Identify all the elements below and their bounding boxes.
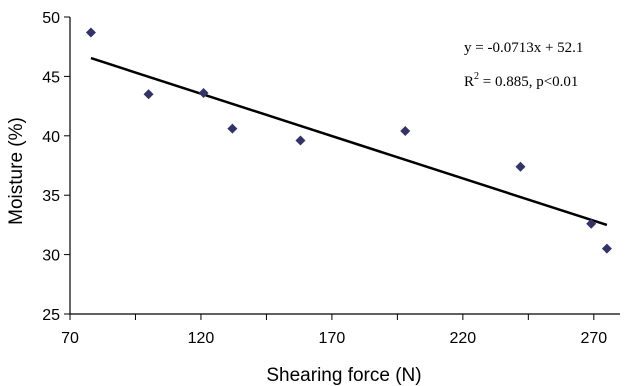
x-tick-label: 70 (61, 330, 79, 347)
r2-superscript: 2 (474, 71, 479, 82)
y-tick-label: 35 (42, 188, 60, 205)
x-ticks: 70 120 170 220 270 (61, 314, 607, 347)
r-squared-annotation: R2 = 0.885, p<0.01 (464, 71, 578, 90)
x-tick-label: 120 (188, 330, 215, 347)
y-tick-label: 50 (42, 10, 60, 27)
data-point (515, 161, 526, 172)
data-point (227, 123, 238, 134)
x-tick-label: 220 (450, 330, 477, 347)
x-axis-title: Shearing force (N) (266, 365, 421, 386)
data-point (85, 27, 96, 38)
trendline (90, 56, 608, 227)
y-axis-title: Moisture (%) (6, 117, 27, 225)
regression-equation: y = -0.0713x + 52.1 (464, 40, 583, 56)
y-tick-label: 25 (42, 307, 60, 324)
y-tick-label: 40 (42, 129, 60, 146)
data-point (143, 89, 154, 100)
data-points (85, 27, 612, 254)
trendline-group (90, 56, 608, 227)
data-point (586, 218, 597, 229)
y-tick-label: 45 (42, 69, 60, 86)
data-point (295, 135, 306, 146)
data-point (198, 88, 209, 99)
y-tick-label: 30 (42, 248, 60, 265)
axes (69, 17, 620, 315)
data-point (601, 243, 612, 254)
r2-rest: = 0.885, p<0.01 (479, 74, 578, 90)
r2-prefix: R (464, 74, 474, 90)
x-tick-label: 270 (580, 330, 607, 347)
y-ticks: 25 30 35 40 45 50 (42, 10, 70, 324)
x-tick-label: 170 (319, 330, 346, 347)
data-point (400, 126, 411, 137)
